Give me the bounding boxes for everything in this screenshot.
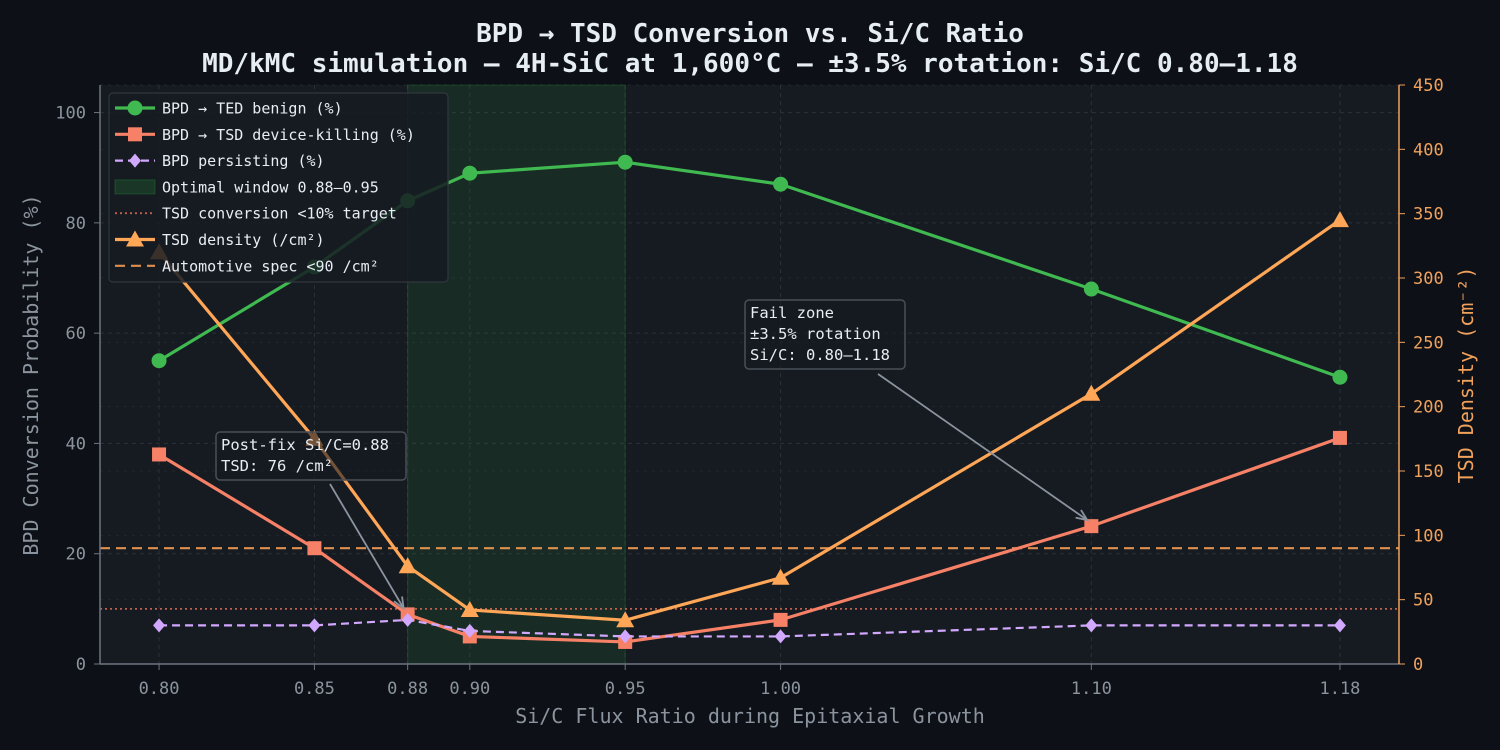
data-point-bpd-persisting	[1085, 618, 1098, 633]
data-point-bpd-persisting	[308, 618, 321, 633]
annotation-text-0: Post-fix Si/C=0.88	[221, 436, 389, 454]
legend-swatch-band	[114, 179, 156, 195]
y-tick-label: 0	[76, 655, 86, 675]
y2-tick-label: 300	[1413, 269, 1444, 289]
data-point-tsd-density	[1330, 211, 1349, 228]
data-point-bpd-persisting	[463, 623, 476, 638]
y2-tick-label: 400	[1413, 140, 1444, 160]
x-tick-label: 0.90	[449, 679, 490, 699]
legend: BPD → TED benign (%) BPD → TSD device-kil…	[108, 92, 449, 283]
annotation-box-1	[744, 299, 906, 370]
y-tick-label: 80	[66, 214, 86, 234]
data-point-bpd-persisting	[619, 629, 632, 644]
legend-label: Optimal window 0.88–0.95	[162, 178, 379, 196]
y2-tick-label: 450	[1413, 76, 1444, 96]
x-tick-label: 0.85	[294, 679, 335, 699]
x-tick-label: 0.95	[605, 679, 646, 699]
data-point-ted-benign	[151, 353, 167, 369]
y2-tick-label: 200	[1413, 398, 1444, 418]
data-point-tsd-killing	[307, 541, 322, 556]
y-tick-label: 40	[66, 434, 86, 454]
annotation-arrow-1	[877, 373, 1088, 521]
legend-label: Automotive spec <90 /cm²	[162, 257, 379, 275]
data-point-bpd-persisting	[401, 612, 414, 627]
annotation-arrowhead-1	[1075, 509, 1090, 522]
data-point-tsd-killing	[773, 612, 788, 627]
annotation-text-0: TSD: 76 /cm²	[221, 457, 333, 475]
data-point-ted-benign	[462, 165, 478, 181]
data-point-bpd-persisting	[153, 618, 166, 633]
data-point-tsd-density	[398, 557, 417, 574]
annotation-box-0	[215, 431, 407, 481]
y-tick-label: 100	[55, 104, 86, 124]
data-point-tsd-density	[616, 611, 635, 628]
data-point-ted-benign	[1332, 369, 1348, 385]
data-point-bpd-persisting	[1333, 618, 1346, 633]
annotations-layer: Post-fix Si/C=0.88 TSD: 76 /cm² Fail zone ±…	[215, 299, 1090, 611]
data-point-tsd-density	[460, 600, 479, 617]
y2-tick-label: 50	[1413, 591, 1433, 611]
annotation-arrow-0	[329, 483, 405, 609]
x-tick-label: 0.88	[387, 679, 428, 699]
data-point-tsd-density	[1082, 384, 1101, 401]
y-axis-label: BPD Conversion Probability (%)	[19, 194, 43, 555]
x-tick-label: 1.18	[1319, 679, 1360, 699]
data-point-tsd-killing	[152, 447, 167, 462]
annotation-text-1: Fail zone	[750, 304, 834, 322]
legend-swatch-marker	[129, 153, 141, 168]
legend-label: BPD persisting (%)	[162, 152, 325, 170]
x-tick-label: 1.10	[1071, 679, 1112, 699]
y-tick-label: 20	[66, 545, 86, 565]
data-point-bpd-persisting	[774, 629, 787, 644]
y2-tick-label: 250	[1413, 333, 1444, 353]
y-tick-label: 60	[66, 324, 86, 344]
legend-label: TSD conversion <10% target	[162, 205, 397, 223]
x-tick-label: 0.80	[139, 679, 180, 699]
legend-swatch-marker	[128, 127, 142, 142]
y2-tick-label: 0	[1413, 655, 1423, 675]
series-line-bpd-persisting	[159, 618, 1340, 638]
legend-swatch-marker	[126, 230, 144, 247]
chart-subtitle: MD/kMC simulation — 4H-SiC at 1,600°C — …	[202, 49, 1298, 79]
annotation-text-1: ±3.5% rotation	[750, 325, 881, 343]
tick-labels-layer: 0.80 0.85 0.88 0.90 0.95 1.00 1.10 1.18 0 20 40 60 8…	[55, 76, 1443, 699]
data-point-tsd-density	[771, 568, 790, 585]
legend-swatch-marker	[127, 100, 143, 116]
series-line-tsd-killing	[158, 436, 1341, 644]
data-point-ted-benign	[1083, 281, 1099, 297]
legend-label: BPD → TSD device-killing (%)	[162, 126, 415, 144]
data-point-tsd-killing	[1332, 430, 1347, 445]
y2-tick-label: 150	[1413, 462, 1444, 482]
annotation-text-1: Si/C: 0.80–1.18	[750, 346, 890, 364]
data-point-tsd-killing	[1084, 519, 1099, 534]
y2-axis-label: TSD Density (cm⁻²)	[1454, 267, 1478, 484]
legend-box	[108, 92, 449, 283]
axes-layer	[94, 84, 1405, 670]
y2-tick-label: 350	[1413, 205, 1444, 225]
chart-title: BPD → TSD Conversion vs. Si/C Ratio	[476, 19, 1024, 49]
x-axis-label: Si/C Flux Ratio during Epitaxial Growth	[515, 704, 985, 728]
legend-label: BPD → TED benign (%)	[162, 100, 343, 118]
x-tick-label: 1.00	[760, 679, 801, 699]
annotation-arrowhead-0	[393, 596, 405, 611]
data-point-ted-benign	[773, 176, 789, 192]
y2-tick-label: 100	[1413, 526, 1444, 546]
legend-label: TSD density (/cm²)	[162, 231, 325, 249]
data-point-ted-benign	[617, 154, 633, 170]
